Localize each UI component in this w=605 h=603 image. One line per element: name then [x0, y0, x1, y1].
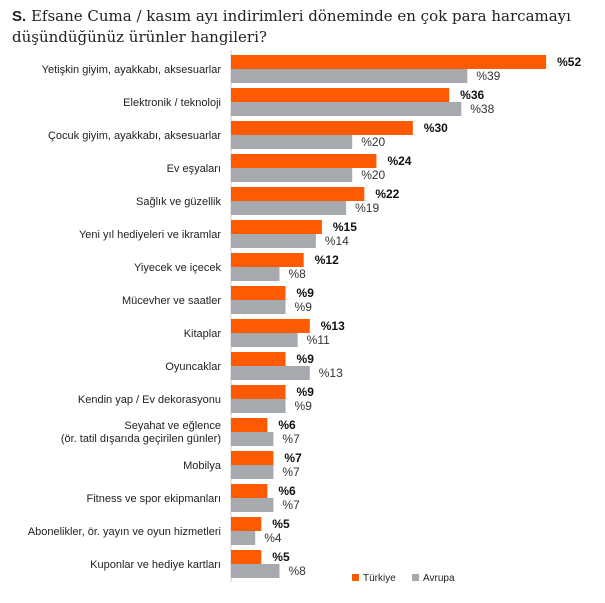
value-label-turkiye: %9	[297, 385, 315, 399]
value-label-turkiye: %52	[557, 55, 581, 69]
category-label: Ev eşyaları	[167, 163, 221, 175]
legend-label-turkiye: Türkiye	[363, 573, 396, 584]
chart-title: S. Efsane Cuma / kasım ayı indirimleri d…	[12, 6, 597, 47]
value-label-avrupa: %20	[361, 135, 385, 149]
category-label: Oyuncaklar	[165, 361, 221, 373]
category-label: Mücevher ve saatler	[122, 295, 221, 307]
value-label-turkiye: %15	[333, 220, 357, 234]
value-label-avrupa: %8	[288, 564, 306, 578]
value-label-turkiye: %6	[278, 418, 296, 432]
bar-avrupa	[231, 333, 298, 347]
bar-avrupa	[231, 366, 310, 380]
bar-avrupa	[231, 432, 274, 446]
legend-label-avrupa: Avrupa	[423, 573, 455, 584]
value-label-avrupa: %20	[361, 168, 385, 182]
bar-turkiye	[231, 220, 322, 234]
bar-avrupa	[231, 498, 274, 512]
category-label: Yetişkin giyim, ayakkabı, aksesuarlar	[42, 64, 222, 76]
value-label-avrupa: %7	[282, 432, 300, 446]
value-label-avrupa: %8	[288, 267, 306, 281]
bar-avrupa	[231, 399, 286, 413]
bar-turkiye	[231, 517, 262, 531]
category-label: Seyahat ve eğlence (ör. tatil dışarıda ge…	[61, 420, 221, 445]
value-label-avrupa: %4	[264, 531, 282, 545]
value-label-avrupa: %39	[476, 69, 500, 83]
legend-swatch-avrupa	[412, 574, 419, 581]
category-label: Yeni yıl hediyeleri ve ikramlar	[79, 229, 221, 241]
value-label-turkiye: %9	[297, 286, 315, 300]
category-label: Fitness ve spor ekipmanları	[87, 493, 222, 505]
bar-turkiye	[231, 484, 268, 498]
category-label-line: Seyahat ve eğlence	[124, 420, 221, 432]
value-label-avrupa: %7	[282, 498, 300, 512]
category-label: Çocuk giyim, ayakkabı, aksesuarlar	[48, 130, 221, 142]
question-text: Efsane Cuma / kasım ayı indirimleri döne…	[12, 7, 571, 46]
bar-avrupa	[231, 234, 316, 248]
bar-avrupa	[231, 168, 353, 182]
bar-avrupa	[231, 300, 286, 314]
bar-turkiye	[231, 319, 310, 333]
bar-turkiye	[231, 385, 286, 399]
bar-turkiye	[231, 121, 413, 135]
bar-avrupa	[231, 135, 353, 149]
value-label-avrupa: %7	[282, 465, 300, 479]
value-label-avrupa: %9	[295, 300, 313, 314]
category-label: Yiyecek ve içecek	[134, 262, 222, 274]
value-label-avrupa: %13	[319, 366, 343, 380]
value-label-turkiye: %12	[315, 253, 339, 267]
value-label-turkiye: %7	[284, 451, 302, 465]
value-label-turkiye: %36	[460, 88, 484, 102]
bar-avrupa	[231, 531, 256, 545]
bar-turkiye	[231, 55, 547, 69]
question-prefix: S.	[12, 8, 27, 25]
value-label-turkiye: %13	[321, 319, 345, 333]
value-label-avrupa: %14	[325, 234, 349, 248]
bar-turkiye	[231, 88, 450, 102]
category-label: Abonelikler, ör. yayın ve oyun hizmetler…	[28, 526, 221, 538]
bar-turkiye	[231, 418, 268, 432]
legend-swatch-turkiye	[352, 574, 359, 581]
value-label-turkiye: %30	[424, 121, 448, 135]
bar-avrupa	[231, 102, 462, 116]
category-label: Kuponlar ve hediye kartları	[90, 559, 221, 571]
bar-turkiye	[231, 550, 262, 564]
value-label-turkiye: %5	[272, 517, 290, 531]
bar-turkiye	[231, 187, 365, 201]
value-label-turkiye: %24	[387, 154, 411, 168]
category-label: Sağlık ve güzellik	[136, 196, 221, 208]
bar-turkiye	[231, 154, 377, 168]
bar-avrupa	[231, 69, 468, 83]
category-label-line: (ör. tatil dışarıda geçirilen günler)	[61, 433, 221, 445]
value-label-turkiye: %6	[278, 484, 296, 498]
bar-avrupa	[231, 564, 280, 578]
value-label-turkiye: %22	[375, 187, 399, 201]
bar-avrupa	[231, 267, 280, 281]
value-label-avrupa: %38	[470, 102, 494, 116]
bar-turkiye	[231, 451, 274, 465]
category-label: Elektronik / teknoloji	[123, 97, 221, 109]
value-label-avrupa: %9	[295, 399, 313, 413]
bar-turkiye	[231, 286, 286, 300]
bar-avrupa	[231, 465, 274, 479]
bar-avrupa	[231, 201, 347, 215]
category-label: Kendin yap / Ev dekorasyonu	[78, 394, 221, 406]
value-label-avrupa: %19	[355, 201, 379, 215]
category-label: Kitaplar	[184, 328, 222, 340]
bar-turkiye	[231, 352, 286, 366]
value-label-avrupa: %11	[307, 333, 330, 347]
category-label: Mobilya	[183, 460, 222, 472]
bar-turkiye	[231, 253, 304, 267]
value-label-turkiye: %5	[272, 550, 290, 564]
value-label-turkiye: %9	[297, 352, 315, 366]
